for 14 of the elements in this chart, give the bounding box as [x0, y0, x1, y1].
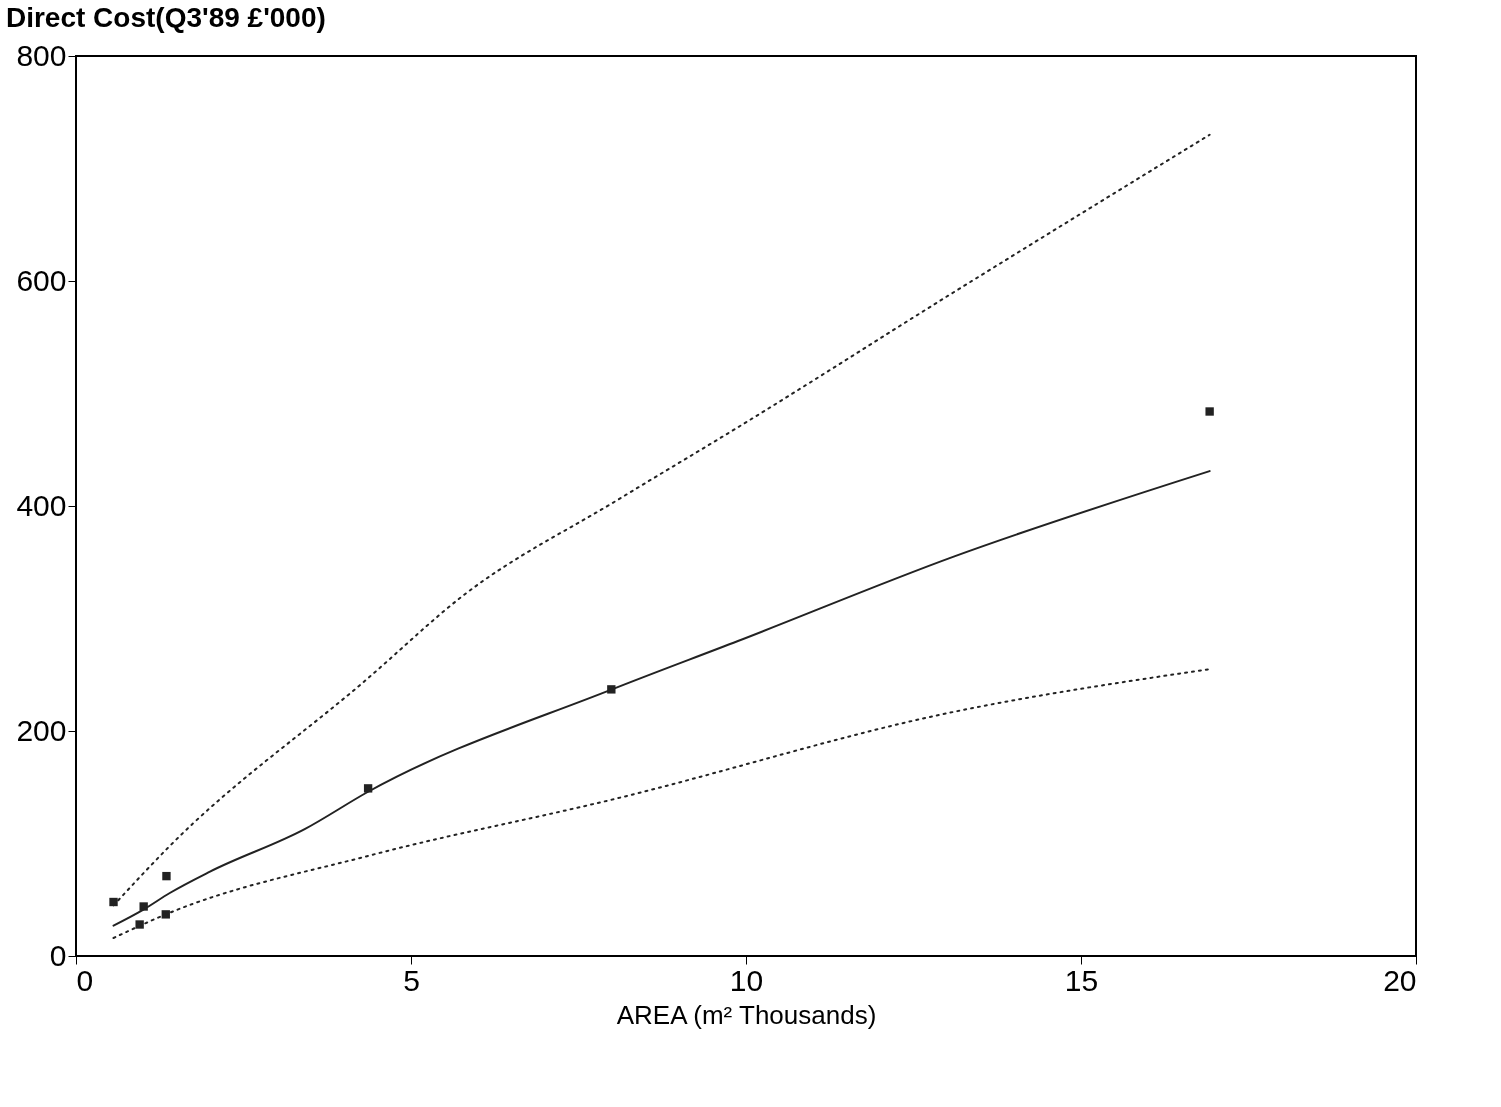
- x-tick-label: 20: [1383, 963, 1417, 997]
- y-axis-title: Direct Cost(Q3'89 £'000): [5, 2, 326, 33]
- y-tick-label: 800: [16, 38, 67, 72]
- x-tick-label: 15: [1064, 963, 1099, 997]
- x-axis-title: AREA (m² Thousands): [616, 999, 877, 1030]
- x-tick-label: 10: [729, 963, 764, 997]
- y-tick-label: 200: [16, 713, 67, 747]
- x-tick-label: 0: [76, 963, 94, 997]
- y-tick-label: 400: [16, 488, 67, 522]
- x-tick-label: 5: [403, 963, 420, 997]
- line-series: [112, 668, 1211, 939]
- line-series: [112, 470, 1211, 927]
- y-tick-label: 0: [49, 938, 67, 972]
- y-tick-label: 600: [16, 263, 67, 297]
